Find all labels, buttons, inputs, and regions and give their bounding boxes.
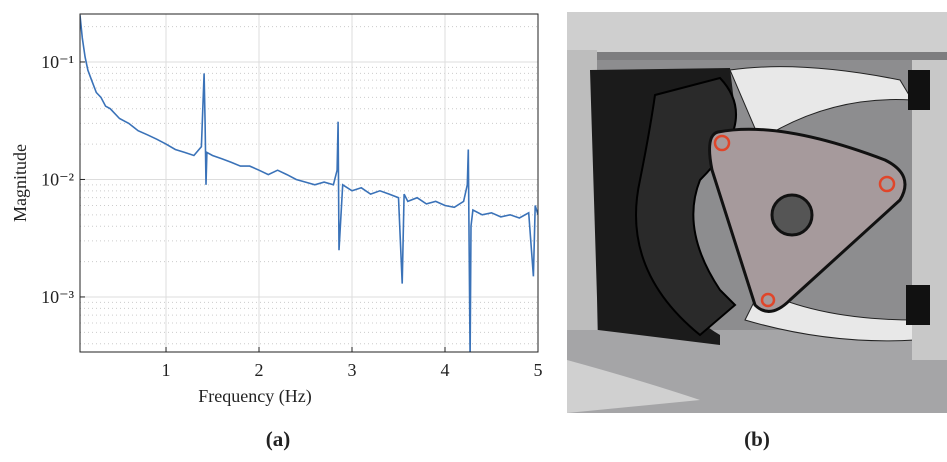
y-axis-label: Magnitude xyxy=(10,144,30,222)
x-tick-label: 5 xyxy=(534,360,543,380)
x-tick-label: 3 xyxy=(348,360,357,380)
chart: 10⁻³ 10⁻² 10⁻¹ 1 2 3 4 5 xyxy=(41,13,543,380)
caption: (b) xyxy=(744,427,770,451)
x-tick-label: 2 xyxy=(255,360,264,380)
plot-frame xyxy=(79,13,539,353)
x-axis-label: Frequency (Hz) xyxy=(198,386,311,407)
y-tick-label: 10⁻¹ xyxy=(41,52,74,72)
spectrum-line xyxy=(80,15,538,352)
photo xyxy=(567,12,947,413)
y-tick-label: 10⁻³ xyxy=(41,287,75,307)
caption: (a) xyxy=(266,427,291,451)
x-tick-label: 1 xyxy=(162,360,171,380)
x-tick-label: 4 xyxy=(441,360,450,380)
y-tick-label: 10⁻² xyxy=(41,169,74,189)
